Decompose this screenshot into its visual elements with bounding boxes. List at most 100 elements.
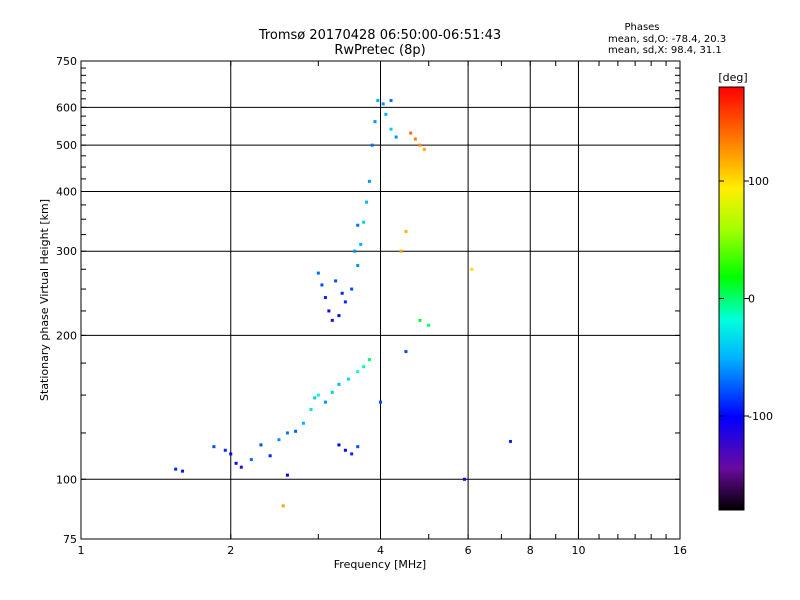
data-point: [337, 314, 341, 318]
scatter-points: [174, 99, 512, 508]
data-point: [365, 200, 369, 204]
data-point: [174, 467, 178, 471]
y-tick-label: 500: [56, 139, 77, 152]
data-point: [330, 318, 334, 322]
data-point: [181, 469, 185, 473]
axes: [80, 60, 681, 540]
data-point: [347, 377, 351, 381]
data-point: [359, 242, 363, 246]
tick-labels: 1 2 4 6 8 10 16 75 100 200 300 400 500 600 750: [56, 55, 687, 557]
data-point: [343, 448, 347, 452]
data-point: [268, 454, 272, 458]
colorbar-ticks: 100 0 -100: [719, 175, 773, 423]
data-point: [409, 131, 413, 135]
x-tick-label: 16: [673, 544, 687, 557]
data-point: [394, 135, 398, 139]
data-point: [223, 448, 227, 452]
data-point: [337, 382, 341, 386]
data-point: [285, 473, 289, 477]
data-point: [340, 291, 344, 295]
data-point: [313, 396, 317, 400]
data-point: [356, 264, 360, 268]
data-point: [212, 445, 216, 449]
data-point: [301, 421, 305, 425]
data-point: [381, 102, 385, 106]
data-point: [508, 439, 512, 443]
data-point: [356, 370, 360, 374]
data-point: [234, 461, 238, 465]
phases-o-stats: mean, sd,O: -78.4, 20.3: [608, 34, 726, 45]
data-point: [350, 287, 354, 291]
data-point: [367, 179, 371, 183]
phases-heading: Phases: [624, 22, 659, 33]
data-point: [309, 407, 313, 411]
data-point: [356, 445, 360, 449]
data-point: [259, 443, 263, 447]
y-tick-label: 100: [56, 473, 77, 486]
data-point: [404, 350, 408, 354]
data-point: [418, 143, 422, 147]
colorbar-tick-label: 100: [748, 175, 769, 188]
data-point: [356, 223, 360, 227]
data-point: [362, 365, 366, 369]
data-point: [334, 279, 338, 283]
data-point: [418, 318, 422, 322]
data-point: [316, 271, 320, 275]
y-tick-label: 750: [56, 55, 77, 68]
plot-frame: [80, 60, 681, 540]
data-point: [239, 465, 243, 469]
data-point: [373, 120, 377, 124]
data-point: [367, 358, 371, 362]
chart-subtitle: RwPretec (8p): [334, 43, 425, 58]
y-tick-label: 300: [56, 245, 77, 258]
x-tick-label: 1: [78, 544, 85, 557]
data-point: [462, 477, 466, 481]
data-point: [294, 429, 298, 433]
data-point: [376, 99, 380, 103]
data-point: [384, 112, 388, 116]
data-point: [413, 137, 417, 141]
data-point: [399, 249, 403, 253]
data-point: [343, 300, 347, 304]
x-tick-label: 2: [227, 544, 234, 557]
data-point: [323, 400, 327, 404]
data-point: [277, 438, 281, 442]
x-tick-label: 4: [377, 544, 384, 557]
y-axis-label: Stationary phase Virtual Height [km]: [38, 199, 51, 401]
colorbar-tick-label: -100: [748, 410, 773, 423]
data-point: [350, 452, 354, 456]
data-point: [427, 323, 431, 327]
data-point: [353, 249, 357, 253]
data-point: [316, 393, 320, 397]
data-point: [249, 457, 253, 461]
data-point: [330, 390, 334, 394]
data-point: [337, 443, 341, 447]
data-point: [320, 283, 324, 287]
data-point: [285, 431, 289, 435]
y-tick-label: 75: [63, 533, 77, 546]
data-point: [422, 147, 426, 151]
data-point: [281, 504, 285, 508]
data-point: [370, 143, 374, 147]
data-point: [323, 296, 327, 300]
x-tick-label: 6: [465, 544, 472, 557]
data-point: [389, 127, 393, 131]
data-point: [389, 99, 393, 103]
y-tick-label: 400: [56, 185, 77, 198]
data-point: [362, 220, 366, 224]
y-tick-label: 200: [56, 329, 77, 342]
x-tick-label: 10: [571, 544, 585, 557]
data-point: [470, 267, 474, 271]
y-tick-label: 600: [56, 101, 77, 114]
chart-title: Tromsø 20170428 06:50:00-06:51:43: [258, 28, 501, 43]
colorbar-tick-label: 0: [748, 293, 755, 306]
data-point: [379, 400, 382, 404]
grid-lines: [81, 61, 680, 539]
phases-x-stats: mean, sd,X: 98.4, 31.1: [608, 45, 722, 56]
data-point: [327, 309, 331, 313]
colorbar-label: [deg]: [718, 71, 747, 84]
data-point: [404, 229, 408, 233]
x-tick-label: 8: [527, 544, 534, 557]
